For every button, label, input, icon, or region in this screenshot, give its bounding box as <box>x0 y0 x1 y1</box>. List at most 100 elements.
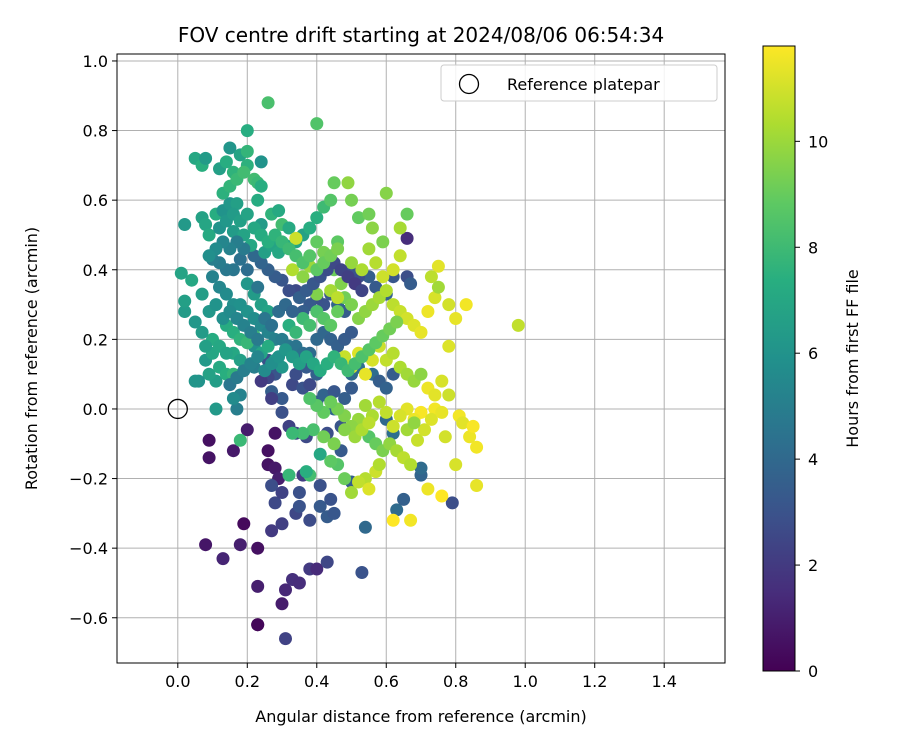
data-point <box>251 618 265 632</box>
data-point <box>313 479 327 492</box>
data-point <box>397 492 411 506</box>
data-point <box>400 231 414 245</box>
data-point <box>303 318 317 332</box>
data-point <box>275 360 289 374</box>
data-point <box>282 284 296 298</box>
data-point <box>219 287 233 301</box>
data-point <box>223 141 237 155</box>
data-point <box>188 315 202 329</box>
data-point <box>324 492 338 506</box>
data-point <box>202 451 216 465</box>
data-point <box>254 374 268 388</box>
data-point <box>178 305 192 318</box>
data-point <box>459 298 473 312</box>
data-point <box>442 388 456 402</box>
legend[interactable]: Reference platepar <box>440 64 718 102</box>
y-axis-ticks: −0.6 −0.4 −0.2 0.0 0.2 0.4 0.6 0.8 1.0 <box>69 52 117 628</box>
legend-marker-circle-icon <box>458 73 480 95</box>
data-point <box>414 461 428 475</box>
data-point <box>310 562 324 576</box>
data-point <box>358 399 372 412</box>
data-point <box>303 221 317 235</box>
data-point <box>226 392 240 405</box>
data-point <box>393 409 407 423</box>
data-point <box>237 517 251 531</box>
data-point <box>195 287 209 301</box>
data-point <box>240 207 254 221</box>
legend-label: Reference platepar <box>507 75 660 94</box>
data-point <box>275 486 289 499</box>
data-point <box>414 325 428 339</box>
data-point <box>286 305 299 318</box>
data-point <box>202 367 216 381</box>
data-point <box>352 211 365 225</box>
data-point <box>265 479 279 492</box>
colorbar-label: Hours from first FF file <box>843 269 862 448</box>
data-point <box>345 298 358 312</box>
x-tick-label: 0.0 <box>165 672 190 691</box>
y-tick-label: −0.4 <box>69 539 108 558</box>
data-point <box>313 499 327 513</box>
data-point <box>303 392 317 405</box>
data-point <box>313 447 327 461</box>
reference-point-circle-icon <box>167 398 188 420</box>
data-point <box>449 312 463 325</box>
data-point <box>240 277 254 291</box>
data-point <box>362 242 376 256</box>
data-point <box>372 458 386 472</box>
data-point <box>372 395 386 409</box>
data-point <box>424 270 438 284</box>
data-point <box>338 392 352 405</box>
data-point <box>431 280 445 294</box>
data-point <box>303 513 317 527</box>
data-point <box>206 270 219 284</box>
data-point <box>199 538 213 552</box>
data-point <box>265 392 279 405</box>
x-tick-label: 0.2 <box>235 672 260 691</box>
data-point <box>390 503 404 517</box>
x-tick-label: 1.0 <box>513 672 538 691</box>
data-point <box>202 433 216 447</box>
y-tick-label: −0.2 <box>69 470 108 489</box>
y-tick-label: 0.4 <box>83 261 108 280</box>
data-point <box>338 472 352 486</box>
data-point <box>331 291 345 305</box>
y-tick-label: 1.0 <box>83 52 108 71</box>
data-point <box>369 280 383 294</box>
data-point <box>324 318 338 332</box>
y-tick-label: 0.0 <box>83 400 108 419</box>
data-point <box>324 395 338 409</box>
data-point <box>393 221 407 235</box>
data-point <box>345 193 358 207</box>
data-point <box>327 506 341 520</box>
data-point <box>466 419 480 433</box>
data-point <box>199 339 213 353</box>
data-point <box>511 318 525 332</box>
data-point <box>296 426 310 440</box>
data-point <box>362 207 376 221</box>
data-point <box>289 367 303 381</box>
data-point <box>428 388 442 402</box>
data-point <box>275 597 289 611</box>
x-tick-label: 0.8 <box>443 672 468 691</box>
reference-marker <box>167 398 188 420</box>
data-point <box>230 197 244 211</box>
chart-title: FOV centre drift starting at 2024/08/06 … <box>178 23 664 47</box>
data-point <box>268 496 282 510</box>
data-point <box>418 423 431 437</box>
data-point <box>289 325 303 339</box>
colorbar-tick-label: 10 <box>808 132 828 151</box>
data-point <box>338 423 352 437</box>
data-point <box>456 416 470 430</box>
data-point <box>449 458 463 472</box>
data-point <box>428 291 442 305</box>
data-point <box>310 235 324 249</box>
data-point <box>275 405 289 419</box>
colorbar-tick-label: 8 <box>808 238 818 257</box>
colorbar-ticks: 0 2 4 6 8 10 <box>795 132 828 681</box>
data-point <box>407 416 421 430</box>
data-point <box>317 430 331 444</box>
data-point <box>331 305 345 318</box>
data-point <box>233 353 247 367</box>
data-point <box>362 416 376 430</box>
